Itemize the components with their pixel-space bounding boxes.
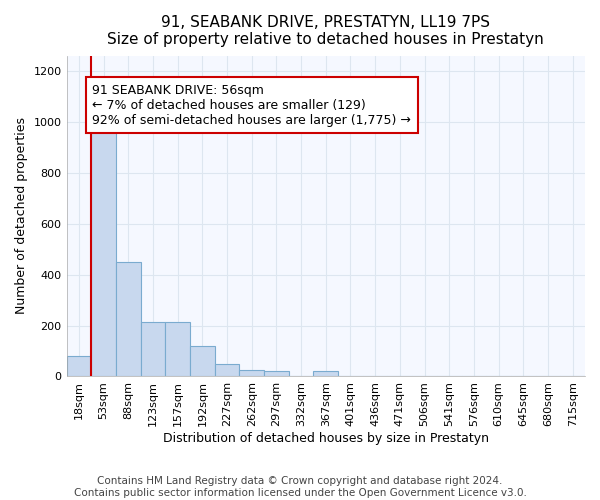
Bar	[313, 372, 338, 376]
Bar	[165, 322, 190, 376]
X-axis label: Distribution of detached houses by size in Prestatyn: Distribution of detached houses by size …	[163, 432, 489, 445]
Bar	[116, 262, 140, 376]
Bar	[140, 322, 165, 376]
Y-axis label: Number of detached properties: Number of detached properties	[15, 118, 28, 314]
Text: 91 SEABANK DRIVE: 56sqm
← 7% of detached houses are smaller (129)
92% of semi-de: 91 SEABANK DRIVE: 56sqm ← 7% of detached…	[92, 84, 412, 126]
Bar	[91, 128, 116, 376]
Bar	[264, 371, 289, 376]
Text: Contains HM Land Registry data © Crown copyright and database right 2024.
Contai: Contains HM Land Registry data © Crown c…	[74, 476, 526, 498]
Title: 91, SEABANK DRIVE, PRESTATYN, LL19 7PS
Size of property relative to detached hou: 91, SEABANK DRIVE, PRESTATYN, LL19 7PS S…	[107, 15, 544, 48]
Bar	[190, 346, 215, 376]
Bar	[67, 356, 91, 376]
Bar	[239, 370, 264, 376]
Bar	[215, 364, 239, 376]
